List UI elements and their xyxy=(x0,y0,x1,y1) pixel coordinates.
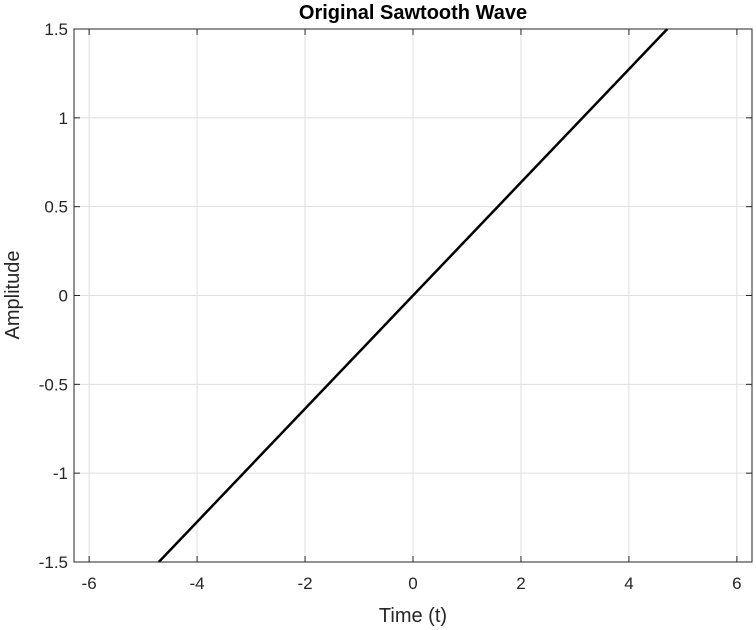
series-line xyxy=(157,28,669,563)
y-tick-label: -1.5 xyxy=(39,553,68,572)
x-axis-label: Time (t) xyxy=(379,605,447,627)
x-tick-labels: -6 -4 -2 0 2 4 6 xyxy=(82,574,742,593)
y-tick-label: -0.5 xyxy=(39,375,68,394)
x-tick-label: 2 xyxy=(516,574,525,593)
y-axis-label: Amplitude xyxy=(2,251,24,340)
y-tick-labels: -1.5 -1 -0.5 0 0.5 1 1.5 xyxy=(39,20,68,572)
series-layer xyxy=(157,28,669,563)
x-tick-label: -6 xyxy=(82,574,97,593)
y-tick-label: 1 xyxy=(59,109,68,128)
y-tick-label: 0 xyxy=(59,287,68,306)
x-tick-label: 4 xyxy=(624,574,633,593)
x-tick-label: 0 xyxy=(408,574,417,593)
x-tick-label: -2 xyxy=(297,574,312,593)
ticks xyxy=(74,28,752,563)
y-tick-label: 0.5 xyxy=(44,198,68,217)
chart-title: Original Sawtooth Wave xyxy=(299,2,527,24)
y-tick-label: 1.5 xyxy=(44,20,68,39)
y-tick-label: -1 xyxy=(53,464,68,483)
x-tick-label: -4 xyxy=(190,574,205,593)
x-tick-label: 6 xyxy=(732,574,741,593)
